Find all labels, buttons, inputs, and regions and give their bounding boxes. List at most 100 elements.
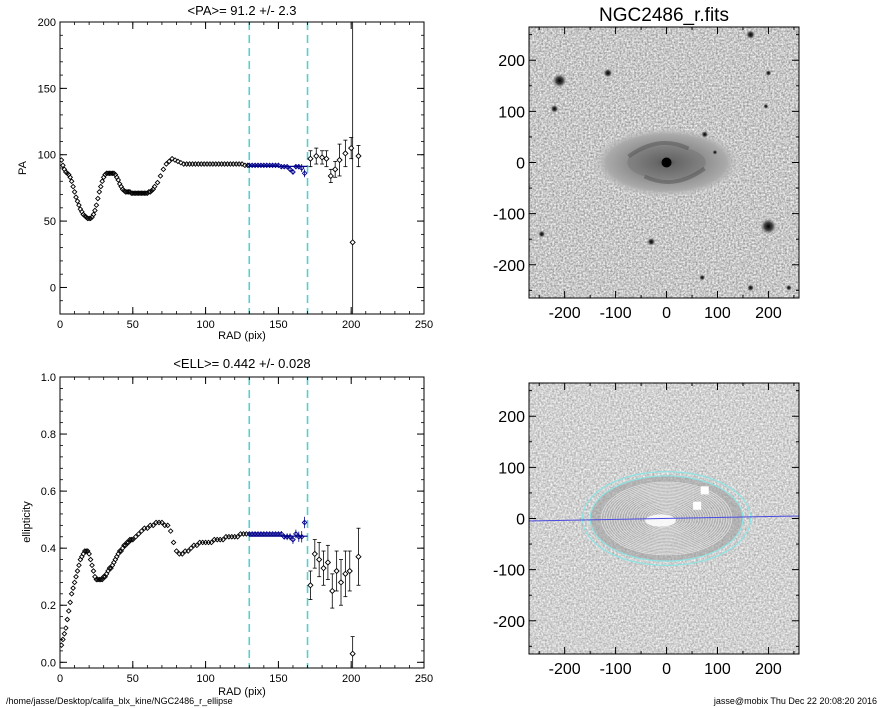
pa-panel: <PA>= 91.2 +/- 2.3 0 50 100 150 200 250 0 50 100… <box>17 3 433 342</box>
fit-point <box>266 531 273 537</box>
fit-point <box>266 162 273 169</box>
profile-point <box>93 202 100 209</box>
y-tick-label: 100 <box>498 104 525 121</box>
profile-point <box>97 576 104 583</box>
star <box>699 274 706 281</box>
x-tick-label: 100 <box>196 673 214 685</box>
fit-point <box>272 162 279 169</box>
fit-point <box>269 531 276 537</box>
profile-point <box>121 542 127 549</box>
outer-point <box>355 553 362 560</box>
y-tick-label: 0 <box>50 282 56 294</box>
y-tick-label: 0.4 <box>41 543 56 555</box>
fit-point <box>263 531 270 537</box>
fit-point <box>281 163 288 170</box>
x-tick-label: 0 <box>662 305 671 322</box>
fit-point <box>301 170 308 177</box>
outer-point <box>313 152 320 160</box>
x-tick-label: 50 <box>127 319 139 331</box>
isophote <box>623 494 710 543</box>
outer-point <box>346 567 353 575</box>
isophote <box>606 484 728 553</box>
profile-point <box>188 545 194 552</box>
fit-point <box>290 536 296 543</box>
profile-point <box>240 531 247 537</box>
profile-point <box>97 183 104 190</box>
profile-point <box>207 161 213 167</box>
ell-error-bars <box>248 516 361 668</box>
profile-point <box>191 542 197 549</box>
pa-points <box>60 144 362 246</box>
profile-point <box>76 562 82 569</box>
profile-point <box>76 202 82 209</box>
star <box>550 104 559 113</box>
fit-point <box>281 533 288 540</box>
ellipse-image-content <box>529 470 799 567</box>
x-tick-label: 200 <box>755 305 782 322</box>
y-tick-label: -100 <box>493 207 525 224</box>
y-tick-label: 0.8 <box>41 429 56 441</box>
star <box>760 218 777 235</box>
masked-star <box>693 501 702 510</box>
ell-points <box>60 519 362 657</box>
masked-star <box>700 486 709 495</box>
profile-point <box>115 177 122 183</box>
profile-point <box>230 161 237 167</box>
x-tick-label: -100 <box>600 661 632 678</box>
profile-point <box>199 539 206 546</box>
fit-point <box>261 531 267 537</box>
profile-point <box>84 548 91 554</box>
image-content <box>538 30 792 292</box>
outer-point <box>337 579 345 586</box>
profile-point <box>124 189 130 195</box>
isophote <box>626 495 707 542</box>
x-tick-label: -200 <box>549 661 581 678</box>
profile-point <box>68 178 75 185</box>
pa-axes-box <box>59 21 425 315</box>
x-tick-label: 250 <box>415 319 433 331</box>
profile-point <box>103 571 110 577</box>
profile-point <box>170 539 177 546</box>
outer-point <box>320 565 327 572</box>
isophote <box>618 491 715 546</box>
profile-point <box>218 161 225 167</box>
profile-point <box>234 533 241 540</box>
outer-point <box>316 556 323 563</box>
fit-point <box>278 531 285 537</box>
profile-point <box>67 174 74 181</box>
star <box>647 237 656 246</box>
profile-point <box>156 519 162 526</box>
x-tick-label: 150 <box>269 673 287 685</box>
fit-point <box>249 162 256 169</box>
fit-point <box>298 533 305 540</box>
outer-isophote <box>589 475 744 562</box>
ell-xlabel: RAD (pix) <box>218 686 266 698</box>
x-tick-label: 100 <box>704 661 731 678</box>
profile-point <box>141 190 148 197</box>
image-ticks: -200 -100 0 100 200 -200 -100 0 100 200 <box>493 27 799 322</box>
fit-point <box>287 166 293 173</box>
profile-point <box>226 533 232 540</box>
profile-point <box>81 548 88 554</box>
profile-point <box>179 551 186 557</box>
profile-point <box>109 562 116 569</box>
profile-point <box>163 161 170 167</box>
isophote <box>621 493 712 544</box>
ell-range-lines <box>248 377 309 668</box>
profile-point <box>61 630 68 637</box>
fit-point <box>284 163 290 170</box>
outer-isophote <box>581 470 752 567</box>
y-tick-label: 0.6 <box>41 486 56 498</box>
outer-point <box>323 155 330 162</box>
fit-point <box>258 162 264 169</box>
profile-point <box>198 161 205 167</box>
y-tick-label: 100 <box>498 460 525 477</box>
profile-point <box>83 548 90 554</box>
profile-point <box>159 519 165 526</box>
profile-point <box>115 551 122 557</box>
profile-point <box>65 171 72 178</box>
profile-point <box>90 568 97 574</box>
profile-point <box>64 616 71 623</box>
profile-point <box>151 183 158 190</box>
pa-xlabel: RAD (pix) <box>218 330 266 342</box>
